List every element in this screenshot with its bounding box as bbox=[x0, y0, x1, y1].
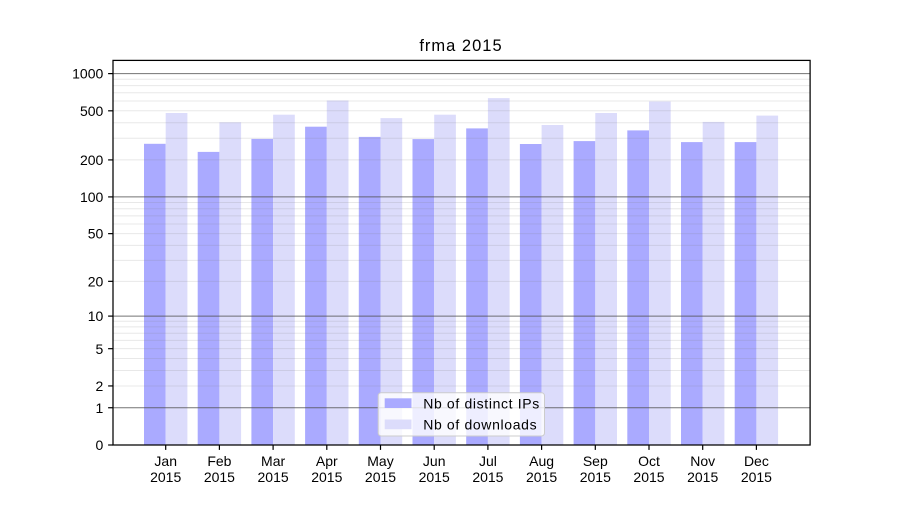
svg-text:Apr: Apr bbox=[316, 453, 338, 469]
svg-text:5: 5 bbox=[96, 341, 104, 357]
svg-text:Feb: Feb bbox=[207, 453, 231, 469]
svg-text:Nb of downloads: Nb of downloads bbox=[423, 417, 537, 433]
svg-text:2015: 2015 bbox=[258, 469, 289, 485]
svg-text:0: 0 bbox=[96, 437, 104, 453]
svg-text:2015: 2015 bbox=[741, 469, 772, 485]
svg-text:2015: 2015 bbox=[204, 469, 235, 485]
svg-text:2015: 2015 bbox=[365, 469, 396, 485]
svg-text:1000: 1000 bbox=[72, 66, 103, 82]
svg-text:10: 10 bbox=[88, 308, 104, 324]
svg-text:Aug: Aug bbox=[529, 453, 554, 469]
svg-text:2015: 2015 bbox=[687, 469, 718, 485]
svg-text:50: 50 bbox=[88, 226, 104, 242]
svg-text:Mar: Mar bbox=[261, 453, 285, 469]
svg-text:Jan: Jan bbox=[154, 453, 177, 469]
svg-text:2015: 2015 bbox=[311, 469, 342, 485]
svg-text:1: 1 bbox=[96, 400, 104, 416]
svg-text:May: May bbox=[367, 453, 393, 469]
svg-text:2015: 2015 bbox=[526, 469, 557, 485]
svg-text:20: 20 bbox=[88, 273, 104, 289]
svg-text:Jul: Jul bbox=[479, 453, 497, 469]
svg-text:Nb of distinct IPs: Nb of distinct IPs bbox=[423, 396, 540, 412]
svg-text:Oct: Oct bbox=[638, 453, 660, 469]
svg-text:2015: 2015 bbox=[580, 469, 611, 485]
svg-text:200: 200 bbox=[80, 152, 104, 168]
svg-text:Nov: Nov bbox=[690, 453, 715, 469]
svg-text:2: 2 bbox=[96, 378, 104, 394]
svg-text:2015: 2015 bbox=[150, 469, 181, 485]
svg-text:2015: 2015 bbox=[419, 469, 450, 485]
svg-text:Sep: Sep bbox=[583, 453, 608, 469]
svg-text:Dec: Dec bbox=[744, 453, 769, 469]
svg-text:frma 2015: frma 2015 bbox=[419, 37, 502, 55]
svg-text:Jun: Jun bbox=[423, 453, 446, 469]
svg-text:100: 100 bbox=[80, 189, 104, 205]
svg-text:2015: 2015 bbox=[633, 469, 664, 485]
svg-text:500: 500 bbox=[80, 103, 104, 119]
svg-text:2015: 2015 bbox=[472, 469, 503, 485]
